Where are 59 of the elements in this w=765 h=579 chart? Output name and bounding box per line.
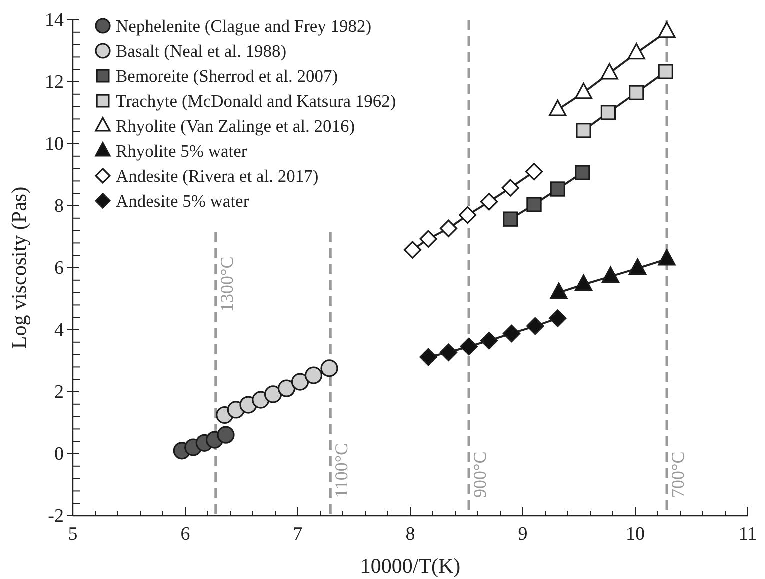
point bbox=[320, 360, 338, 378]
x-tick-label: 11 bbox=[738, 524, 758, 545]
ref-line-label: 1100°C bbox=[332, 443, 352, 498]
x-tick-label: 7 bbox=[293, 524, 303, 545]
point bbox=[502, 179, 520, 197]
point bbox=[420, 230, 438, 248]
y-tick-label: 14 bbox=[45, 10, 64, 31]
point bbox=[526, 317, 544, 336]
legend-label: Basalt (Neal et al. 1988) bbox=[116, 41, 287, 61]
point bbox=[480, 332, 498, 350]
point bbox=[480, 193, 498, 211]
x-tick-label: 5 bbox=[68, 524, 78, 545]
x-axis-title: 10000/T(K) bbox=[360, 554, 461, 578]
point bbox=[629, 85, 644, 100]
ref-line-label: 700°C bbox=[668, 452, 688, 498]
point bbox=[526, 197, 542, 212]
point bbox=[217, 426, 235, 444]
x-tick-label: 8 bbox=[406, 524, 416, 545]
point bbox=[549, 310, 567, 328]
legend-label: Rhyolite (Van Zalinge et al. 2016) bbox=[116, 116, 356, 136]
legend-label: Trachyte (McDonald and Katsura 1962) bbox=[116, 91, 396, 111]
point bbox=[525, 163, 544, 181]
point bbox=[550, 182, 566, 197]
x-tick-label: 9 bbox=[518, 524, 528, 545]
point bbox=[503, 212, 518, 227]
point bbox=[460, 338, 478, 356]
point bbox=[575, 165, 590, 180]
y-tick-label: 10 bbox=[45, 134, 64, 155]
point bbox=[278, 380, 296, 398]
point bbox=[658, 64, 674, 80]
ref-line-label: 1300°C bbox=[216, 256, 237, 312]
y-axis-title: Log viscosity (Pas) bbox=[7, 186, 31, 350]
x-tick-label: 6 bbox=[180, 524, 190, 545]
point bbox=[628, 43, 646, 60]
y-tick-label: 0 bbox=[54, 444, 64, 465]
point bbox=[502, 324, 521, 343]
legend-label: Nephelenite (Clague and Frey 1982) bbox=[116, 16, 372, 36]
y-tick-label: 8 bbox=[54, 196, 64, 217]
ref-line-label: 900°C bbox=[470, 452, 490, 498]
point bbox=[440, 344, 458, 362]
point bbox=[291, 373, 310, 391]
point bbox=[420, 348, 438, 366]
y-tick-label: -2 bbox=[48, 506, 64, 527]
y-tick-label: 12 bbox=[45, 72, 64, 93]
x-tick-label: 10 bbox=[626, 524, 645, 545]
point bbox=[600, 105, 616, 120]
legend-label: Bemoreite (Sherrod et al. 2007) bbox=[116, 66, 338, 86]
point bbox=[576, 123, 592, 138]
point bbox=[459, 206, 477, 224]
legend-label: Andesite (Rivera et al. 2017) bbox=[116, 166, 319, 186]
legend-label: Rhyolite 5% water bbox=[116, 141, 248, 161]
point bbox=[404, 241, 422, 259]
legend-label: Andesite 5% water bbox=[116, 191, 250, 211]
point bbox=[264, 386, 282, 404]
point bbox=[440, 220, 458, 238]
y-tick-label: 4 bbox=[54, 320, 64, 341]
y-tick-label: 6 bbox=[54, 258, 64, 279]
point bbox=[304, 366, 323, 384]
y-tick-label: 2 bbox=[54, 382, 64, 403]
